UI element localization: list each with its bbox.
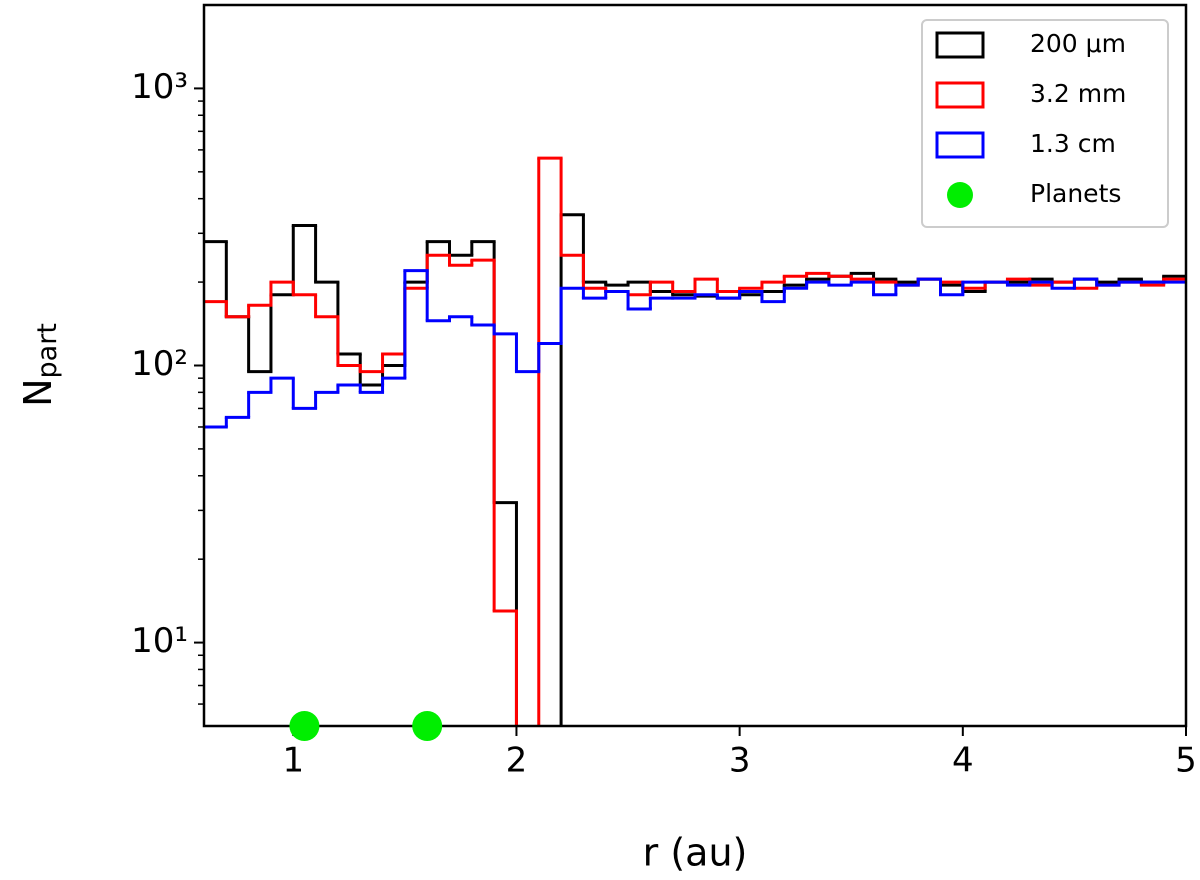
y-tick-label: 10¹ xyxy=(131,621,188,661)
y-axis-label-main: N xyxy=(16,378,60,406)
legend-label: 200 μm xyxy=(1030,29,1126,58)
x-tick-label: 3 xyxy=(729,741,751,781)
legend-swatch xyxy=(935,31,985,59)
legend-box xyxy=(921,19,1169,228)
legend-label: 3.2 mm xyxy=(1030,79,1126,108)
legend-label: 1.3 cm xyxy=(1030,129,1116,158)
plot-area xyxy=(204,156,1186,726)
y-tick-label: 10³ xyxy=(131,67,188,107)
legend-swatch xyxy=(935,81,985,109)
x-tick-label: 1 xyxy=(282,741,304,781)
planet xyxy=(289,711,320,741)
x-axis-label: r (au) xyxy=(643,831,748,875)
planet xyxy=(412,711,443,741)
x-tick-label: 5 xyxy=(1175,741,1197,781)
y-tick-label: 10² xyxy=(131,344,188,384)
legend: 200 μm 3.2 mm 1.3 cm Planets xyxy=(921,19,1169,228)
x-tick-label: 2 xyxy=(506,741,528,781)
y-axis-label: Npart xyxy=(16,323,63,407)
legend-swatch xyxy=(935,131,985,159)
legend-label: Planets xyxy=(1030,179,1121,208)
y-axis-label-sub: part xyxy=(32,323,63,378)
legend-marker xyxy=(947,182,973,208)
x-tick-label: 4 xyxy=(952,741,974,781)
